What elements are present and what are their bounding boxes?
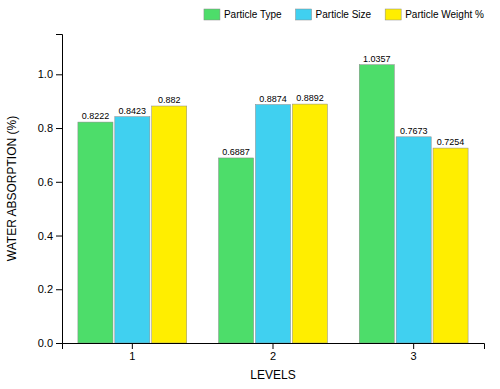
- y-tick-mark: [56, 182, 62, 183]
- legend-label: Particle Size: [316, 9, 372, 20]
- x-tick-label: 2: [270, 350, 276, 362]
- x-axis-line: [63, 344, 485, 350]
- data-labels: 0.8222 0.6887 1.0357 0.8423 0.8874 0.7673 0.88…: [82, 54, 465, 157]
- x-tick: 1: [129, 343, 135, 362]
- data-label: 0.7254: [437, 137, 465, 147]
- bar: [292, 104, 327, 343]
- x-tick: 2: [270, 343, 276, 362]
- y-tick-label: 0.4: [38, 230, 53, 242]
- y-tick-mark: [56, 74, 62, 75]
- bar: [152, 106, 187, 343]
- bar: [359, 65, 394, 343]
- legend-label: Particle Type: [224, 9, 282, 20]
- y-tick-mark: [56, 128, 62, 129]
- y-tick-mark: [56, 343, 62, 344]
- data-label: 0.8423: [119, 106, 147, 116]
- x-tick-label: 3: [411, 350, 417, 362]
- legend-item: Particle Weight %: [385, 9, 484, 20]
- data-label: 1.0357: [363, 54, 391, 64]
- y-tick: 0.4: [38, 230, 62, 242]
- legend-swatch: [296, 9, 312, 20]
- bar-series: [78, 65, 394, 343]
- bar: [115, 117, 150, 343]
- y-tick-label: 0.2: [38, 283, 53, 295]
- bar: [78, 122, 113, 343]
- bar-series: [115, 105, 431, 343]
- data-label: 0.8222: [82, 111, 110, 121]
- data-label: 0.7673: [400, 126, 428, 136]
- y-tick: 0.6: [38, 176, 62, 188]
- legend: Particle Type Particle Size Particle Weigh…: [204, 9, 484, 20]
- legend-swatch: [385, 9, 401, 20]
- y-tick-label: 1.0: [38, 68, 53, 80]
- data-label: 0.8892: [296, 93, 324, 103]
- legend-label: Particle Weight %: [405, 9, 484, 20]
- legend-item: Particle Size: [296, 9, 372, 20]
- y-axis: 0.0 0.2 0.4 0.6 0.8 1.0: [38, 35, 63, 350]
- legend-swatch: [204, 9, 220, 20]
- bar: [219, 158, 254, 343]
- data-label: 0.6887: [222, 147, 250, 157]
- x-tick-mark: [413, 343, 414, 349]
- y-tick: 0.2: [38, 283, 62, 295]
- y-tick: 0.0: [38, 337, 62, 349]
- y-tick-label: 0.8: [38, 122, 53, 134]
- x-axis: 1 2 3: [63, 343, 485, 362]
- data-label: 0.882: [158, 95, 181, 105]
- x-tick-label: 1: [129, 350, 135, 362]
- x-tick-mark: [273, 343, 274, 349]
- y-tick-label: 0.6: [38, 176, 53, 188]
- chart: 0.8222 0.6887 1.0357 0.8423 0.8874 0.7673 0.88…: [0, 0, 500, 389]
- y-tick: 0.8: [38, 122, 62, 134]
- y-tick-mark: [56, 289, 62, 290]
- bar: [396, 137, 431, 343]
- y-tick-label: 0.0: [38, 337, 53, 349]
- x-tick-mark: [132, 343, 133, 349]
- bar: [255, 105, 290, 343]
- bar: [433, 148, 468, 343]
- x-axis-title: LEVELS: [250, 368, 295, 382]
- y-axis-title: WATER ABSORPTION (%): [5, 116, 19, 261]
- bar-series: [152, 104, 468, 343]
- data-label: 0.8874: [259, 94, 287, 104]
- y-tick: 1.0: [38, 68, 62, 80]
- y-tick-mark: [56, 236, 62, 237]
- plot: 0.8222 0.6887 1.0357 0.8423 0.8874 0.7673 0.88…: [38, 35, 485, 362]
- bars: [78, 65, 468, 343]
- y-axis-line: [56, 35, 63, 344]
- x-tick: 3: [411, 343, 417, 362]
- legend-item: Particle Type: [204, 9, 282, 20]
